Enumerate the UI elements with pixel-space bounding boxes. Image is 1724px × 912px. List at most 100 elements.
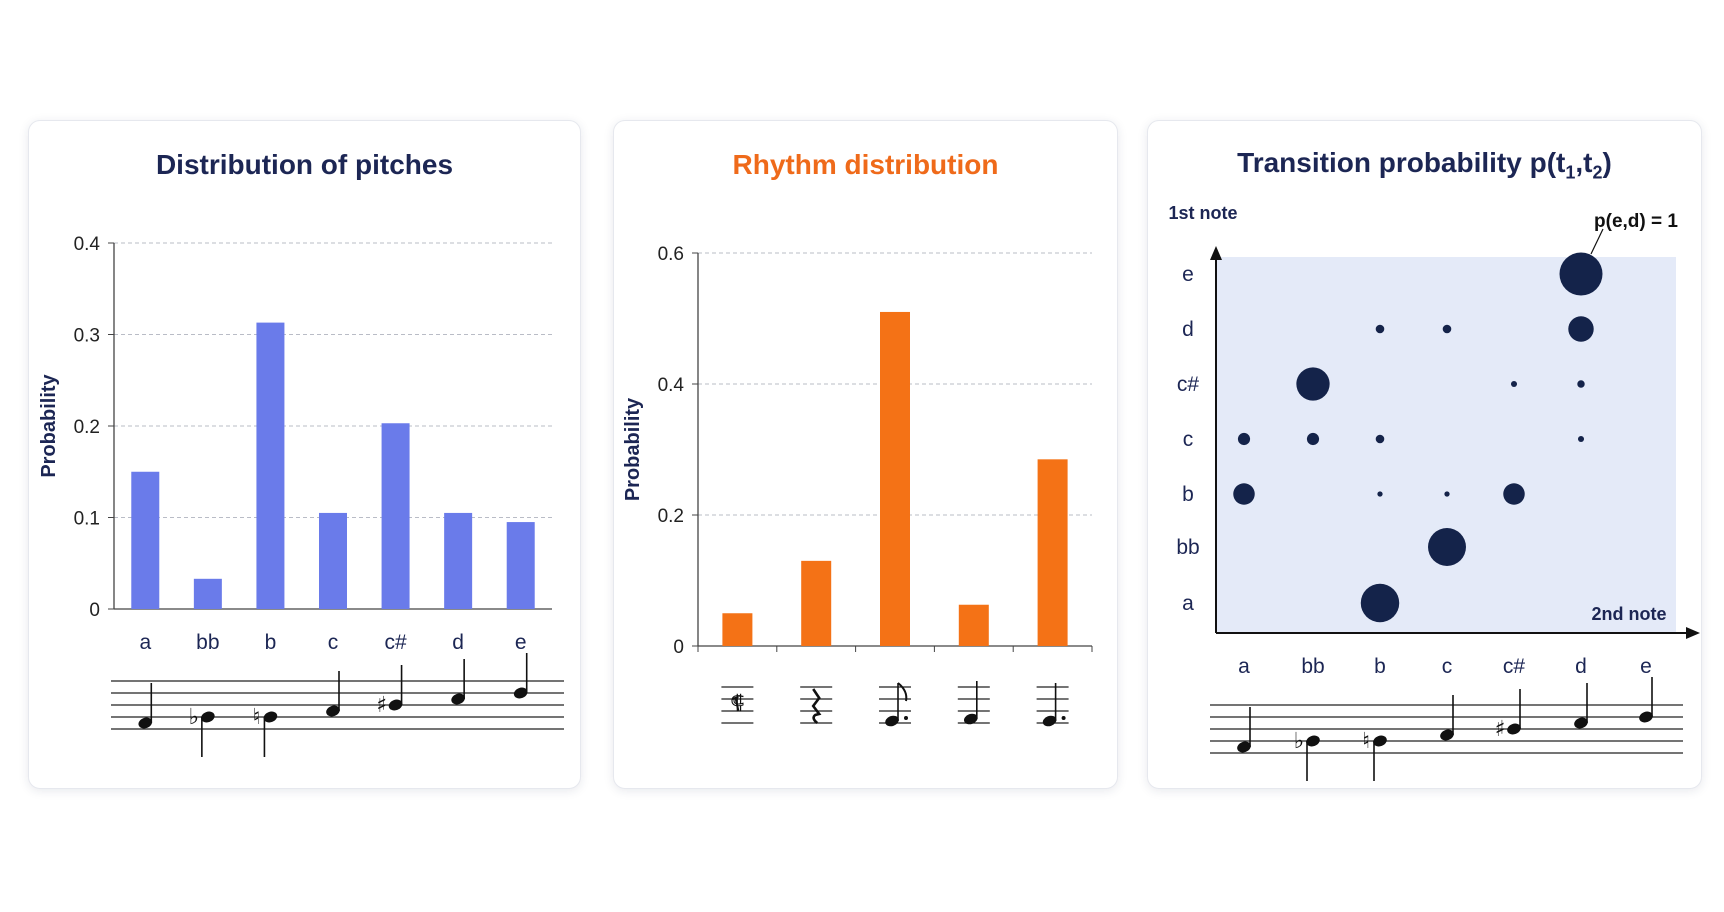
- bar: [801, 560, 832, 646]
- note-2: [263, 711, 278, 723]
- x-tick-label: bb: [196, 631, 219, 654]
- note-5: [451, 693, 465, 705]
- transition-point: [1375, 324, 1385, 334]
- note-6: [1639, 711, 1653, 723]
- rhythm-dot: [1061, 716, 1066, 720]
- transition-point: [1442, 324, 1452, 334]
- bar: [1037, 459, 1068, 646]
- y-tick-label: 0.4: [658, 375, 685, 396]
- x-tick-label: a: [139, 631, 151, 654]
- y-tick-label: 0.2: [658, 506, 684, 527]
- x-tick-label: b: [1374, 655, 1386, 678]
- y-axis-label: Probability: [622, 397, 644, 501]
- annotation-leader: [1590, 228, 1604, 255]
- y-tick-label: 0.4: [74, 234, 101, 255]
- note-2: [1373, 735, 1387, 747]
- y-tick-label: c#: [1177, 373, 1200, 396]
- transition-chart-title: Transition probability p(t1,t2): [1237, 147, 1612, 183]
- y-tick-label: a: [1182, 592, 1194, 615]
- rhythm-distribution-panel: Rhythm distribution 0 0.2 0.4 0.6 Probabilit…: [613, 120, 1118, 789]
- transition-point: [1577, 435, 1585, 443]
- transition-point: [1233, 483, 1255, 505]
- bar: [880, 311, 910, 646]
- transition-point: [1559, 252, 1603, 296]
- x-tick-label: e: [515, 631, 527, 654]
- bar: [444, 512, 473, 609]
- note-5: [1574, 717, 1588, 729]
- note-1: [1306, 735, 1320, 747]
- transition-point: [1503, 483, 1525, 505]
- bar: [381, 423, 410, 609]
- y-tick-label: bb: [1176, 536, 1199, 559]
- transition-point: [1296, 367, 1330, 401]
- pitch-distribution-panel: Distribution of pitches 0 0.1 0.2 0.3 0.4 Pro…: [28, 120, 581, 789]
- y-tick-label: e: [1182, 263, 1194, 286]
- y-tick-label: 0: [89, 600, 100, 621]
- note-1: [201, 711, 215, 723]
- y-axis-label: 1st note: [1168, 203, 1237, 223]
- y-axis-arrow: [1210, 246, 1222, 260]
- y-tick-label: c: [1183, 428, 1194, 451]
- transition-point: [1237, 432, 1251, 446]
- accidental-4: ♯: [376, 693, 387, 718]
- note-0: [138, 717, 153, 729]
- x-tick-label: c#: [384, 631, 407, 654]
- rhythm-note-head: [885, 715, 899, 727]
- transition-point: [1510, 380, 1518, 388]
- bar: [506, 522, 535, 609]
- note-6: [513, 687, 528, 699]
- accidental-4: ♯: [1495, 717, 1506, 742]
- rhythm-chart-title: Rhythm distribution: [732, 149, 999, 180]
- rhythm-note-flag: [897, 682, 908, 702]
- note-3: [326, 705, 340, 717]
- bar: [319, 512, 347, 609]
- note-0: [1237, 741, 1251, 753]
- rhythm-note-head: [964, 713, 978, 725]
- accidental-1: ♭: [1294, 729, 1304, 754]
- y-tick-label: 0.2: [74, 417, 100, 438]
- x-tick-label: bb: [1301, 655, 1324, 678]
- note-4: [1507, 723, 1521, 735]
- x-tick-label: e: [1640, 655, 1652, 678]
- x-axis-arrow: [1686, 627, 1700, 639]
- transition-probability-panel: Transition probability p(t1,t2) 1st note…: [1147, 120, 1702, 789]
- pitch-chart-title: Distribution of pitches: [155, 149, 454, 180]
- bar: [958, 604, 989, 646]
- quarter-rest-glyph: [811, 688, 822, 724]
- note-4: [388, 699, 403, 711]
- transition-point: [1428, 528, 1466, 566]
- transition-point: [1375, 434, 1385, 444]
- x-tick-label: c#: [1503, 655, 1526, 678]
- y-tick-label: d: [1182, 318, 1194, 341]
- x-tick-label: d: [452, 631, 464, 654]
- x-tick-label: c: [1442, 655, 1453, 678]
- rhythm-dot: [904, 716, 908, 720]
- annotation-label: p(e,d) = 1: [1594, 211, 1678, 232]
- x-axis-label: 2nd note: [1592, 604, 1667, 624]
- y-tick-label: b: [1182, 483, 1194, 506]
- x-tick-label: c: [328, 631, 339, 654]
- bar: [131, 471, 160, 609]
- transition-point: [1360, 583, 1400, 623]
- x-tick-label: d: [1575, 655, 1587, 678]
- transition-point: [1577, 380, 1585, 388]
- bar: [256, 322, 285, 609]
- y-tick-label: 0: [673, 637, 684, 658]
- transition-point: [1306, 432, 1320, 446]
- transition-point: [1444, 491, 1450, 497]
- x-tick-label: a: [1238, 655, 1250, 678]
- plot-background: [1216, 257, 1676, 633]
- accidental-2: ♮: [1362, 729, 1370, 754]
- transition-point: [1568, 316, 1594, 342]
- y-axis-label: Probability: [38, 373, 60, 477]
- x-tick-label: b: [265, 631, 277, 654]
- bar: [722, 613, 753, 646]
- note-3: [1440, 729, 1454, 741]
- bar: [193, 578, 222, 609]
- y-tick-label: 0.3: [74, 326, 100, 347]
- transition-point: [1377, 491, 1383, 497]
- y-tick-label: 0.6: [658, 244, 684, 265]
